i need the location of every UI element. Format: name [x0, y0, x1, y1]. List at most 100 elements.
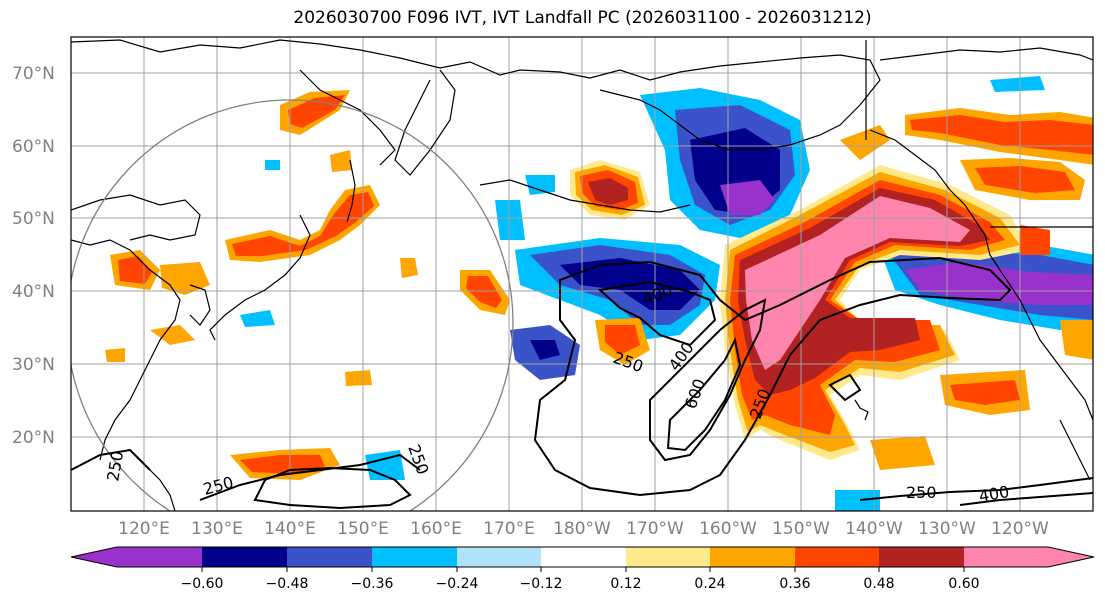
positive-anomaly-west-pacific — [400, 258, 418, 278]
graticule — [71, 37, 1093, 511]
ivt-contour-250 — [828, 373, 862, 402]
positive-anomaly-west-pacific — [466, 276, 502, 308]
contour-label: 250 — [906, 483, 937, 502]
coastlines — [71, 39, 1093, 511]
japan-coast — [209, 214, 311, 341]
lat-label: 30°N — [12, 355, 55, 375]
alaska-panhandle — [869, 129, 986, 236]
map-frame — [70, 36, 1094, 512]
negative-anomaly-small — [525, 175, 555, 195]
colorbar-segment — [372, 547, 457, 567]
asia-coastline — [71, 39, 591, 79]
positive-anomaly-east — [870, 436, 935, 470]
negative-anomaly-central-pacific — [560, 258, 700, 310]
ivt-contour-400 — [649, 298, 767, 462]
baja-california — [1059, 419, 1091, 481]
latitude-labels: 70°N 60°N 50°N 40°N 30°N 20°N — [12, 64, 55, 448]
ivt-contour-600 — [666, 336, 742, 452]
colorbar-ticks — [201, 567, 965, 572]
philippines — [149, 469, 176, 511]
negative-anomaly-small — [265, 160, 280, 170]
lat-label: 60°N — [12, 137, 55, 157]
ivt-contours — [71, 256, 1093, 510]
positive-anomaly-west-pacific — [160, 262, 210, 295]
positive-anomaly-canada — [975, 166, 1075, 193]
korea-coast — [189, 284, 211, 326]
landfall-radius-circle — [71, 99, 514, 511]
map-layers — [71, 37, 1093, 511]
ivt-contour-250 — [199, 453, 421, 501]
negative-anomaly-small — [835, 490, 880, 511]
positive-anomaly-west-pacific — [345, 370, 372, 386]
lon-label: 130°E — [191, 519, 243, 539]
lon-label: 170°E — [483, 519, 535, 539]
ivt-contour-400 — [959, 492, 1093, 506]
lon-label: 140°E — [264, 519, 316, 539]
colorbar-segment — [626, 547, 710, 567]
positive-anomaly-west-pacific — [840, 125, 890, 160]
negative-anomaly-subtropical — [530, 340, 560, 360]
okhotsk-coast — [299, 69, 396, 166]
colorbar-extend-min — [71, 547, 117, 567]
lon-label: 140°W — [845, 519, 903, 539]
asia-interior — [71, 194, 201, 241]
colorbar-segment — [457, 547, 541, 567]
positive-anomaly-west-pacific — [105, 348, 125, 362]
lon-label: 120°E — [118, 519, 170, 539]
hawaii — [854, 399, 869, 421]
colorbar-tick-label: 0.24 — [694, 576, 725, 592]
lat-label: 70°N — [12, 64, 55, 84]
colorbar-segment — [879, 547, 964, 567]
ivt-contour-250 — [533, 256, 1012, 497]
lon-label: 160°W — [699, 519, 757, 539]
positive-anomaly-east — [1060, 320, 1093, 360]
colorbar-segment — [287, 547, 372, 567]
lon-label: 160°E — [410, 519, 462, 539]
lon-label: 180°W — [553, 519, 611, 539]
colorbar-tick-label: −0.60 — [181, 576, 224, 592]
positive-anomaly-canada — [910, 115, 1093, 155]
colorbar-tick-label: −0.48 — [266, 576, 309, 592]
ivt-contour-400 — [597, 280, 717, 347]
kamchatka-coast — [394, 69, 456, 176]
negative-anomaly-small — [495, 200, 525, 240]
colorbar-tick-label: −0.36 — [351, 576, 394, 592]
lat-label: 20°N — [12, 428, 55, 448]
colorbar-extend-max — [1048, 547, 1094, 567]
colorbar-tick-label: 0.60 — [948, 576, 979, 592]
north-america-coast — [984, 234, 1093, 421]
colorbar-segment — [117, 547, 202, 567]
colorbar-tick-label: −0.24 — [436, 576, 479, 592]
ivt-contour-250 — [71, 448, 151, 471]
lon-label: 170°W — [626, 519, 684, 539]
colorbar-tick-label: 0.36 — [779, 576, 810, 592]
positive-anomaly-west-pacific — [150, 325, 195, 345]
china-coast — [71, 239, 181, 461]
positive-anomaly-east — [950, 380, 1020, 405]
colorbar-outline — [70, 546, 1095, 568]
lon-label: 130°W — [918, 519, 976, 539]
colorbar: −0.60 −0.48 −0.36 −0.24 −0.12 0.12 0.24 … — [70, 546, 1095, 592]
ivt-contour-250 — [253, 466, 412, 510]
aleutians — [479, 179, 691, 213]
alaska-coast — [589, 54, 881, 151]
negative-anomaly-small — [990, 76, 1045, 92]
colorbar-segment — [202, 547, 287, 567]
colorbar-segment — [795, 547, 879, 567]
ivt-contour-250 — [859, 477, 1093, 501]
sakhalin-coast — [346, 159, 356, 223]
colorbar-tick-label: 0.12 — [610, 576, 641, 592]
lon-label: 120°W — [991, 519, 1049, 539]
positive-anomaly-west-pacific — [605, 325, 640, 355]
map-title: 2026030700 F096 IVT, IVT Landfall PC (20… — [293, 8, 872, 28]
colorbar-tick-label: −0.12 — [520, 576, 563, 592]
colorbar-tick-label: 0.48 — [863, 576, 894, 592]
negative-anomaly-gulf-of-alaska — [720, 180, 775, 215]
longitude-labels: 120°E 130°E 140°E 150°E 160°E 170°E 180°… — [118, 519, 1049, 539]
lon-label: 150°E — [337, 519, 389, 539]
colorbar-segment — [710, 547, 795, 567]
negative-anomaly-small — [240, 310, 275, 327]
positive-anomaly-west-pacific — [330, 150, 352, 172]
lon-label: 150°W — [772, 519, 830, 539]
